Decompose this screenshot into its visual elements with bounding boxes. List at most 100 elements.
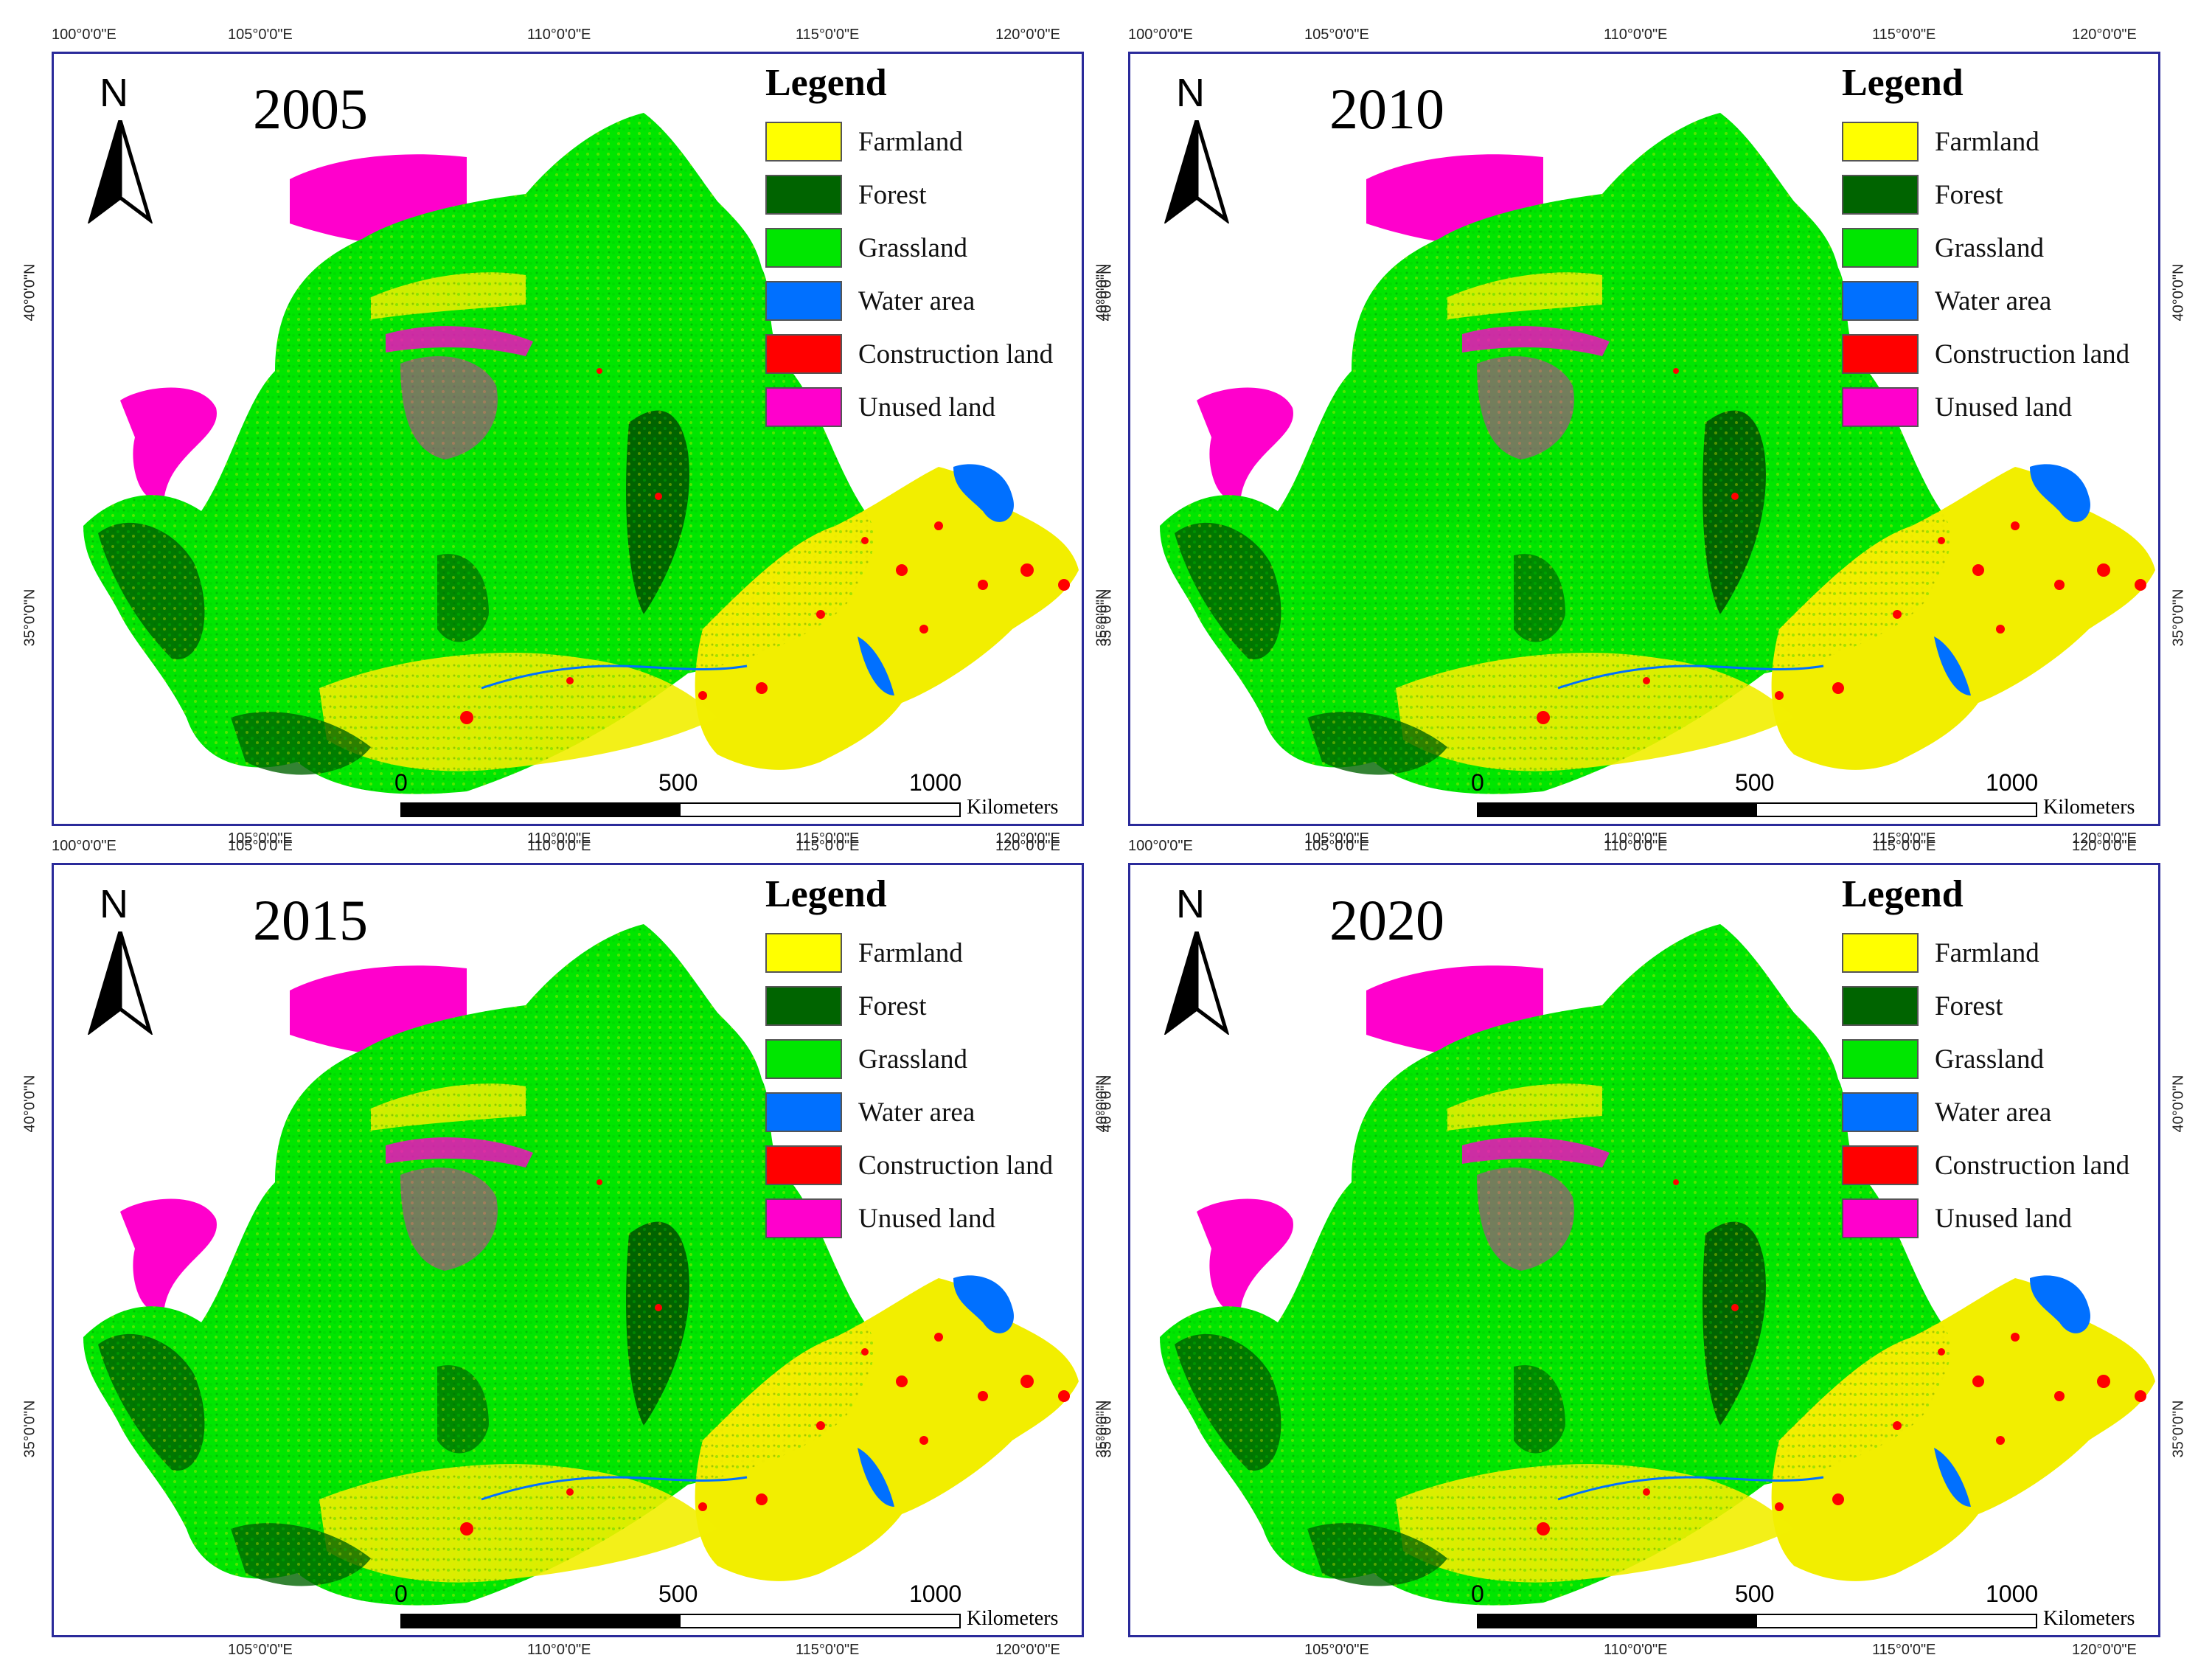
legend-label: Water area xyxy=(858,285,975,316)
legend-swatch xyxy=(1842,1092,1919,1132)
lat-label: 40°0'0"N xyxy=(2170,263,2187,322)
legend-swatch xyxy=(1842,1039,1919,1079)
farmland-east-plain xyxy=(1771,1278,2155,1581)
scale-tick-500: 500 xyxy=(658,1580,698,1607)
unused-land-strip xyxy=(1462,1137,1610,1167)
legend-label: Grassland xyxy=(1935,232,2044,263)
construction-land xyxy=(1537,1179,2146,1536)
unused-land-strip xyxy=(386,326,533,356)
legend-item-construction-land: Construction land xyxy=(1842,1139,2129,1192)
legend-item-forest: Forest xyxy=(1842,979,2129,1033)
lon-label: 110°0'0"E xyxy=(527,27,591,43)
map-year: 2015 xyxy=(253,888,368,952)
legend-swatch xyxy=(1842,281,1919,321)
scale-track xyxy=(1477,802,2037,817)
lon-label: 115°0'0"E xyxy=(796,830,860,847)
scale-tick-500: 500 xyxy=(1735,769,1775,796)
river-yellow xyxy=(1557,1476,1824,1501)
legend-label: Construction land xyxy=(858,339,1054,369)
legend-label: Grassland xyxy=(1935,1044,2044,1075)
unused-land-interior xyxy=(400,356,498,459)
map-legend: Legend Farmland Forest Grassland Water area… xyxy=(765,872,1053,1245)
legend-swatch xyxy=(1842,122,1919,162)
map-panel-2005: 100°0'0"E 105°0'0"E 110°0'0"E 115°0'0"E 120°… xyxy=(22,27,1110,847)
scale-tick-1000: 1000 xyxy=(909,1580,962,1607)
unused-land-interior xyxy=(1477,356,1574,459)
legend-title: Legend xyxy=(765,873,887,915)
lon-label: 115°0'0"E xyxy=(796,1642,860,1658)
unused-land-interior xyxy=(400,1167,498,1271)
lon-label: 120°0'0"E xyxy=(995,838,1060,854)
lon-label: 115°0'0"E xyxy=(796,27,860,43)
legend-label: Forest xyxy=(858,179,927,210)
construction-land xyxy=(1537,368,2146,724)
map-panel-2015: 100°0'0"E 105°0'0"E 110°0'0"E 115°0'0"E 120°… xyxy=(22,838,1110,1658)
map-frame: N 2020 Legend Farmland Forest Grassland Wat… xyxy=(1128,863,2160,1637)
map-frame: N 2005 Legend Farmland Forest Grassland Wat… xyxy=(52,52,1084,826)
lon-label: 105°0'0"E xyxy=(1304,1642,1369,1658)
legend-label: Forest xyxy=(858,990,927,1021)
land-texture xyxy=(83,924,874,1606)
scale-track xyxy=(400,802,961,817)
legend-item-forest: Forest xyxy=(765,168,1053,221)
land-texture xyxy=(1160,113,1951,794)
legend-item-forest: Forest xyxy=(1842,168,2129,221)
legend-swatch xyxy=(1842,986,1919,1026)
legend-item-forest: Forest xyxy=(765,979,1053,1033)
water-lake xyxy=(1934,1448,1971,1507)
unused-land-strip xyxy=(1462,326,1610,356)
legend-label: Farmland xyxy=(858,937,963,968)
scale-unit: Kilometers xyxy=(2043,796,2135,819)
north-arrow-icon xyxy=(1164,120,1230,223)
lon-label: 105°0'0"E xyxy=(1304,838,1369,854)
legend-swatch xyxy=(1842,933,1919,973)
lat-label: 35°0'0"N xyxy=(2170,1400,2187,1458)
legend-item-grassland: Grassland xyxy=(1842,1033,2129,1086)
legend-label: Water area xyxy=(1935,1097,2052,1128)
legend-item-construction-land: Construction land xyxy=(1842,327,2129,381)
legend-swatch xyxy=(765,387,842,427)
scale-tick-0: 0 xyxy=(394,1580,408,1607)
unused-land-strip xyxy=(386,1137,533,1167)
legend-swatch xyxy=(765,986,842,1026)
river-yellow xyxy=(481,665,748,690)
scale-tick-1000: 1000 xyxy=(1986,1580,2039,1607)
legend-swatch xyxy=(765,122,842,162)
legend-item-water-area: Water area xyxy=(1842,274,2129,327)
legend-label: Grassland xyxy=(858,1044,967,1075)
map-panel-2010: 100°0'0"E 105°0'0"E 110°0'0"E 115°0'0"E 120°… xyxy=(1099,27,2187,847)
land-texture xyxy=(1160,924,1951,1606)
map-year: 2005 xyxy=(253,77,368,141)
unused-land-west xyxy=(120,1198,217,1311)
lat-label: 35°0'0"N xyxy=(21,1400,38,1458)
legend-label: Farmland xyxy=(858,126,963,157)
water-bohai xyxy=(953,464,1014,522)
legend-item-water-area: Water area xyxy=(765,1086,1053,1139)
legend-label: Water area xyxy=(858,1097,975,1128)
legend-swatch xyxy=(765,1198,842,1238)
lat-label: 35°0'0"N xyxy=(2170,589,2187,647)
legend-swatch xyxy=(1842,334,1919,374)
lon-label: 120°0'0"E xyxy=(995,1642,1060,1658)
legend-title: Legend xyxy=(765,62,887,104)
lon-label: 110°0'0"E xyxy=(527,830,591,847)
legend-item-unused-land: Unused land xyxy=(1842,381,2129,434)
map-panel-2020: 100°0'0"E 105°0'0"E 110°0'0"E 115°0'0"E 120°… xyxy=(1099,838,2187,1658)
lon-label: 115°0'0"E xyxy=(1872,27,1936,43)
scale-track xyxy=(1477,1614,2037,1628)
north-label: N xyxy=(1176,882,1205,926)
north-arrow-icon xyxy=(87,931,153,1035)
legend-swatch xyxy=(765,281,842,321)
lon-label: 115°0'0"E xyxy=(796,838,860,854)
lon-label: 115°0'0"E xyxy=(1872,838,1936,854)
map-frame: N 2015 Legend Farmland Forest Grassland Wat… xyxy=(52,863,1084,1637)
map-year: 2020 xyxy=(1329,888,1444,952)
north-label: N xyxy=(1176,71,1205,115)
legend-title: Legend xyxy=(1842,62,1964,104)
north-arrow-icon xyxy=(87,120,153,223)
map-legend: Legend Farmland Forest Grassland Water area… xyxy=(765,61,1053,434)
legend-label: Farmland xyxy=(1935,937,2039,968)
scale-track xyxy=(400,1614,961,1628)
legend-label: Construction land xyxy=(1935,339,2130,369)
legend-swatch xyxy=(1842,1145,1919,1185)
